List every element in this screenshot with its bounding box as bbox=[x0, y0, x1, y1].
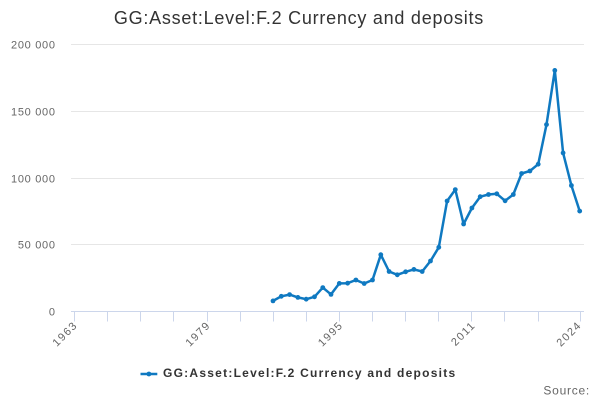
svg-text:GG:Asset:Level:F.2 Currency an: GG:Asset:Level:F.2 Currency and deposits bbox=[114, 8, 484, 28]
svg-text:200 000: 200 000 bbox=[11, 40, 56, 52]
svg-text:GG:Asset:Level:F.2 Currency an: GG:Asset:Level:F.2 Currency and deposits bbox=[163, 366, 456, 380]
svg-text:Source:: Source: bbox=[543, 384, 590, 398]
svg-text:0: 0 bbox=[49, 307, 56, 319]
svg-text:100 000: 100 000 bbox=[11, 174, 56, 186]
svg-text:50 000: 50 000 bbox=[18, 240, 56, 252]
svg-text:150 000: 150 000 bbox=[11, 107, 56, 119]
